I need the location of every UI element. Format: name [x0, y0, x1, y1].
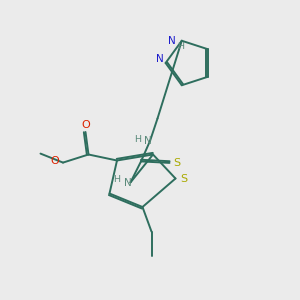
Text: O: O — [51, 156, 60, 167]
Text: H: H — [134, 135, 141, 144]
Text: N: N — [168, 36, 176, 46]
Text: N: N — [144, 136, 152, 146]
Text: N: N — [124, 178, 132, 188]
Text: H: H — [113, 176, 121, 184]
Text: S: S — [180, 173, 188, 184]
Text: O: O — [81, 120, 90, 130]
Text: H: H — [177, 42, 184, 51]
Text: S: S — [173, 158, 180, 168]
Text: N: N — [156, 54, 164, 64]
